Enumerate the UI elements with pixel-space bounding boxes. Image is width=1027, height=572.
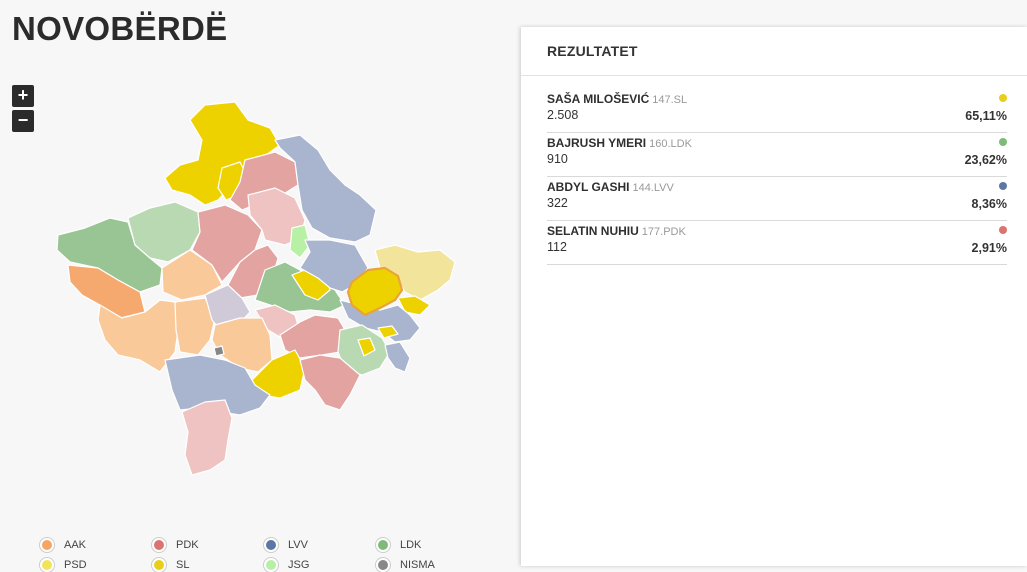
map-region[interactable] — [97, 299, 179, 373]
party-color-dot — [999, 94, 1007, 102]
map-region[interactable] — [56, 217, 163, 293]
candidate-name: SAŠA MILOŠEVIĆ 147.SL — [547, 92, 688, 106]
party-color-dot — [999, 138, 1007, 146]
results-title: REZULTATET — [521, 27, 1027, 76]
map-region[interactable] — [164, 101, 281, 206]
candidate-votes: 112 — [547, 240, 567, 254]
candidate-code: 160.LDK — [649, 138, 692, 150]
map-region[interactable] — [213, 345, 225, 357]
candidate-code: 147.SL — [652, 94, 688, 106]
legend-item[interactable]: LVV — [264, 538, 308, 552]
page-title: NOVOBËRDË — [12, 10, 228, 47]
candidate-percent: 8,36% — [971, 197, 1007, 211]
candidate-name: BAJRUSH YMERI 160.LDK — [547, 136, 692, 150]
municipality-map[interactable] — [50, 95, 470, 485]
legend-item[interactable]: NISMA — [376, 558, 435, 572]
map-region[interactable] — [127, 201, 201, 263]
legend-label: NISMA — [400, 559, 435, 571]
legend-dot — [264, 558, 278, 572]
candidate-code: 177.PDK — [641, 226, 686, 238]
legend-label: PSD — [64, 559, 87, 571]
zoom-in-button[interactable]: + — [12, 85, 34, 107]
novoberde-region[interactable] — [346, 266, 404, 317]
candidate-percent: 2,91% — [971, 241, 1007, 255]
map-region[interactable] — [164, 354, 271, 416]
map-region[interactable] — [274, 134, 377, 243]
legend-dot — [40, 538, 54, 552]
legend-label: JSG — [288, 559, 310, 571]
results-panel: REZULTATET SAŠA MILOŠEVIĆ 147.SL 2.508 65,1… — [521, 27, 1027, 566]
zoom-out-button[interactable]: − — [12, 110, 34, 132]
party-color-dot — [999, 182, 1007, 190]
legend-label: AAK — [64, 539, 87, 551]
legend-item[interactable]: JSG — [264, 558, 309, 572]
candidate-percent: 23,62% — [964, 153, 1007, 167]
map-region[interactable] — [181, 399, 233, 476]
candidate-votes: 322 — [547, 196, 568, 210]
legend-dot — [264, 538, 278, 552]
kosovo-map-svg[interactable] — [50, 95, 470, 485]
candidate-name: SELATIN NUHIU 177.PDK — [547, 224, 686, 238]
legend-dot — [40, 558, 54, 572]
party-color-dot — [999, 226, 1007, 234]
candidate-percent: 65,11% — [965, 109, 1007, 123]
candidate-code: 144.LVV — [632, 182, 674, 194]
legend-item[interactable]: AAK — [40, 538, 86, 552]
legend-dot — [376, 538, 390, 552]
map-region[interactable] — [299, 239, 369, 293]
candidate-row[interactable]: ABDYL GASHI 144.LVV 322 8,36% — [547, 178, 1007, 221]
candidate-row[interactable]: BAJRUSH YMERI 160.LDK 910 23,62% — [547, 134, 1007, 177]
legend-dot — [152, 558, 166, 572]
legend-label: LVV — [288, 539, 308, 551]
legend-item[interactable]: LDK — [376, 538, 421, 552]
candidate-name: ABDYL GASHI 144.LVV — [547, 180, 674, 194]
map-region[interactable] — [384, 341, 411, 373]
map-region[interactable] — [357, 337, 376, 357]
legend-item[interactable]: PDK — [152, 538, 199, 552]
candidate-row[interactable]: SELATIN NUHIU 177.PDK 112 2,91% — [547, 222, 1007, 265]
map-region[interactable] — [377, 325, 399, 339]
legend-item[interactable]: SL — [152, 558, 189, 572]
candidate-votes: 2.508 — [547, 108, 579, 122]
candidate-list: SAŠA MILOŠEVIĆ 147.SL 2.508 65,11% BAJRUSH Y… — [521, 76, 1027, 265]
legend-label: SL — [176, 559, 190, 571]
map-region[interactable] — [289, 224, 311, 259]
candidate-votes: 910 — [547, 152, 568, 166]
map-region[interactable] — [161, 249, 223, 301]
legend-label: PDK — [176, 539, 199, 551]
candidate-row[interactable]: SAŠA MILOŠEVIĆ 147.SL 2.508 65,11% — [547, 90, 1007, 133]
map-region[interactable] — [299, 354, 361, 411]
legend-label: LDK — [400, 539, 422, 551]
legend-item[interactable]: PSD — [40, 558, 87, 572]
legend-dot — [376, 558, 390, 572]
legend-dot — [152, 538, 166, 552]
